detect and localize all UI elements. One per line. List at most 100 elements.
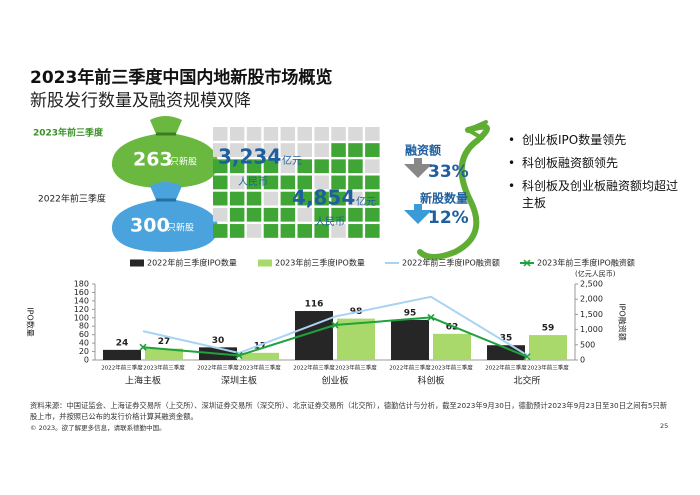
- y-tick-label: 140: [74, 296, 89, 305]
- x-tick-label: 深圳主板: [221, 375, 257, 387]
- legend-marker: [523, 259, 531, 267]
- data-label: 17: [254, 341, 267, 351]
- bar-sublabel: 2023年前三季度: [431, 364, 473, 372]
- count-unit: 只新股: [170, 156, 197, 168]
- y2-unit: (亿元人民币): [575, 269, 616, 278]
- currency: 人民币: [315, 216, 345, 228]
- grid-square: [229, 207, 245, 222]
- grid-square: [246, 224, 262, 238]
- grid-square: [348, 175, 363, 190]
- grid-square: [314, 143, 329, 157]
- grid-square: [229, 224, 245, 238]
- grid-square: [263, 175, 279, 190]
- bar: [145, 348, 183, 360]
- line-marker: [235, 351, 243, 360]
- title: 2023年前三季度中国内地新股市场概览: [30, 67, 332, 88]
- grid-square: [297, 127, 312, 141]
- data-label: 27: [158, 337, 171, 347]
- grid-square: [331, 159, 346, 174]
- grid-square: [314, 207, 329, 222]
- bar-sublabel: 2022年前三季度: [485, 364, 527, 372]
- line-marker: [139, 343, 147, 351]
- count-2023: 263: [133, 149, 173, 171]
- grid-square: [331, 143, 346, 157]
- grid-square: [348, 159, 363, 174]
- count-change-label: 新股数量: [420, 191, 468, 206]
- legend-swatch: [258, 259, 272, 267]
- legend-swatch: [130, 259, 144, 267]
- grid-square: [348, 207, 363, 222]
- amount-change: 33%: [428, 162, 469, 182]
- grid-square: [314, 175, 329, 190]
- y-tick-label: 120: [74, 305, 89, 314]
- grid-square: [246, 159, 262, 174]
- line-marker: [331, 321, 339, 329]
- bar-sublabel: 2022年前三季度: [389, 364, 431, 372]
- grid-square: [246, 143, 262, 157]
- legend-label: 2022年前三季度IPO数量: [147, 258, 237, 268]
- grid-square: [213, 143, 228, 157]
- x-tick-label: 创业板: [321, 375, 348, 387]
- highlights: 创业板IPO数量领先 科创板融资额领先 科创板及创业板融资额均超过主板: [508, 132, 683, 218]
- y-tick-label: 180: [74, 280, 89, 289]
- period-2022: 2022年前三季度: [38, 193, 106, 205]
- grid-square: [331, 175, 346, 190]
- currency: 人民币: [238, 176, 268, 188]
- x-tick-label: 科创板: [417, 375, 444, 387]
- y-tick-label: 0: [84, 356, 89, 365]
- y-axis-label: IPO数量: [26, 307, 36, 336]
- bar: [337, 318, 375, 360]
- data-label: 116: [305, 300, 324, 310]
- grid-square: [314, 224, 329, 238]
- y-tick-label: 100: [74, 313, 89, 322]
- y-tick-label: 160: [74, 288, 89, 297]
- data-label: 24: [116, 338, 129, 348]
- grid-square: [365, 127, 380, 141]
- grid-square: [365, 207, 380, 222]
- data-label: 95: [404, 308, 417, 318]
- bar-sublabel: 2023年前三季度: [239, 364, 281, 372]
- grid-square: [213, 191, 228, 206]
- grid-square: [263, 127, 279, 141]
- grid-square: [263, 207, 279, 222]
- count-unit: 只新股: [167, 222, 194, 234]
- grid-square: [263, 143, 279, 157]
- grid-square: [297, 175, 312, 190]
- grid-square: [297, 224, 312, 238]
- bar-sublabel: 2023年前三季度: [143, 364, 185, 372]
- grid-square: [213, 127, 228, 141]
- bar: [433, 333, 471, 360]
- line-marker: [427, 313, 435, 322]
- y2-tick-label: 1,000: [580, 325, 603, 334]
- grid-square: [280, 175, 296, 190]
- y-tick-label: 20: [79, 347, 89, 356]
- down-arrow: [404, 158, 432, 178]
- y2-tick-label: 500: [580, 340, 595, 349]
- grid-square: [365, 191, 380, 206]
- grid-square: [280, 127, 296, 141]
- legend-label: 2022年前三季度IPO融资额: [402, 258, 500, 268]
- period-2023: 2023年前三季度: [33, 127, 104, 139]
- grid-square: [297, 159, 312, 174]
- grid-square: [246, 175, 262, 190]
- grid-square: [246, 207, 262, 222]
- grid-square: [213, 224, 228, 238]
- amount-change-label: 融资额: [405, 143, 441, 158]
- grid-square: [213, 175, 228, 190]
- grid-square: [263, 191, 279, 206]
- bag-2022: [111, 182, 219, 252]
- grid-square: [365, 224, 380, 238]
- grid-square: [280, 224, 296, 238]
- y-tick-label: 40: [79, 339, 89, 348]
- legend-label: 2023年前三季度IPO融资额: [537, 258, 635, 268]
- y2-tick-label: 2,000: [580, 295, 603, 304]
- grid-square: [280, 143, 296, 157]
- grid-square: [365, 143, 380, 157]
- grid-square: [263, 224, 279, 238]
- y2-axis-label: IPO融资额: [618, 303, 628, 340]
- y2-tick-label: 1,500: [580, 310, 603, 319]
- grid-square: [213, 207, 228, 222]
- down-arrow: [404, 204, 432, 224]
